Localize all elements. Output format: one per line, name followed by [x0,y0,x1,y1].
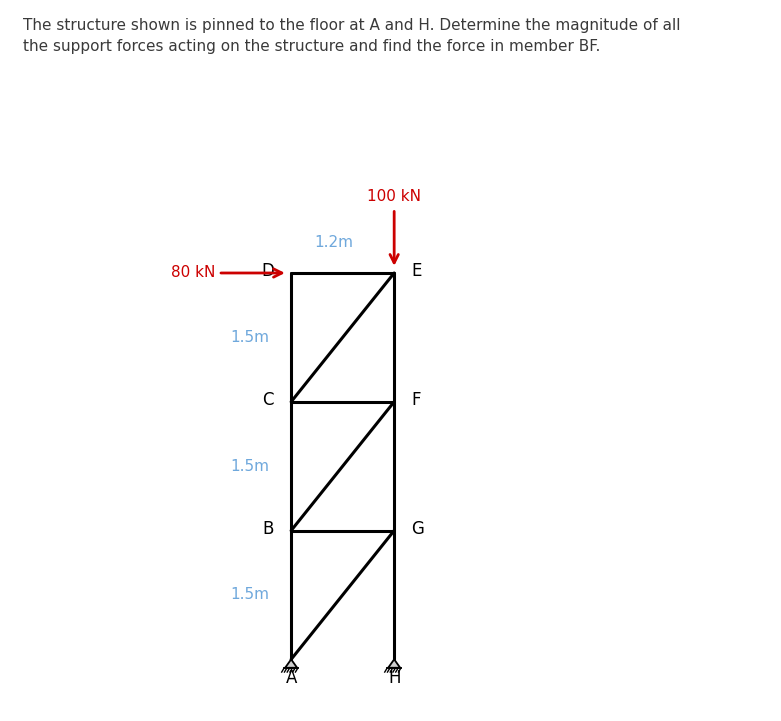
Text: The structure shown is pinned to the floor at A and H. Determine the magnitude o: The structure shown is pinned to the flo… [23,18,681,54]
Text: F: F [412,391,421,409]
Polygon shape [285,660,297,668]
Text: 1.5m: 1.5m [230,330,269,345]
Text: 1.2m: 1.2m [315,236,354,250]
Text: 80 kN: 80 kN [171,265,216,280]
Text: 1.5m: 1.5m [230,588,269,603]
Text: H: H [388,669,401,687]
Polygon shape [388,660,400,668]
Text: 1.5m: 1.5m [230,459,269,474]
Text: A: A [285,669,297,687]
Text: D: D [261,262,274,280]
Text: G: G [412,520,424,538]
Text: B: B [262,520,274,538]
Text: E: E [412,262,422,280]
Text: C: C [262,391,274,409]
Text: 100 kN: 100 kN [367,190,421,204]
